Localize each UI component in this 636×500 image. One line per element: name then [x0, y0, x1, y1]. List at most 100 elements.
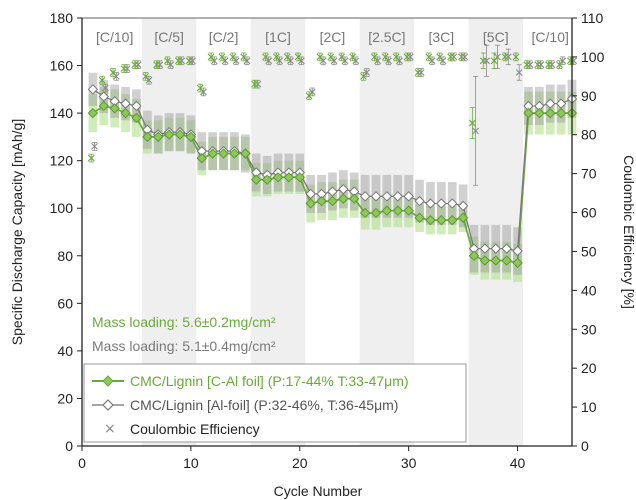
- series-point-gray-34: [457, 200, 469, 212]
- series-point-gray-39: [512, 245, 523, 257]
- series-point-gray-31: [425, 198, 436, 209]
- series-point-green-30: [414, 212, 425, 223]
- series-point-green-4: [131, 112, 142, 124]
- series-point-green-1: [98, 100, 109, 112]
- legend-swatch-ce-marker: ×: [104, 421, 116, 437]
- ce-point-green-12: [218, 53, 226, 61]
- ce-point-green-43: [556, 61, 563, 69]
- series-point-green-13: [229, 148, 240, 159]
- ce-point-green-27: [381, 53, 389, 61]
- mass-loading-green: Mass loading: 5.6±0.2mg/cm²: [92, 314, 276, 330]
- ce-point-green-0: [87, 154, 95, 162]
- series-point-gray-29: [403, 191, 414, 202]
- ce-point-green-7: [164, 57, 171, 65]
- series-point-green-22: [327, 195, 338, 207]
- ce-point-green-18: [283, 53, 291, 61]
- series-point-green-33: [447, 214, 458, 226]
- rate-label-1: [C/5]: [154, 29, 184, 45]
- legend-label-green: CMC/Lignin [C-Al foil] (P:17-44% T:33-47…: [130, 373, 409, 389]
- y2-tick-label-50: 50: [581, 243, 597, 259]
- rate-label-7: [5C]: [483, 29, 509, 45]
- rate-label-8: [C/10]: [532, 29, 569, 45]
- series-point-gray-25: [359, 191, 371, 202]
- series-point-green-10: [196, 153, 207, 164]
- series-point-green-15: [251, 174, 262, 185]
- legend-swatch-gray-marker: [102, 399, 114, 411]
- ce-point-green-39: [512, 53, 520, 61]
- mass-loading-gray: Mass loading: 5.1±0.4mg/cm²: [92, 338, 276, 354]
- rate-label-3: [1C]: [265, 29, 291, 45]
- ce-point-green-34: [458, 53, 465, 61]
- y-tick-label-140: 140: [50, 105, 74, 121]
- legend-label-gray: CMC/Lignin [Al-foil] (P:32-46%, T:36-45μ…: [130, 397, 398, 413]
- ce-point-green-23: [338, 53, 346, 61]
- series-point-green-23: [338, 193, 349, 204]
- series-point-green-18: [283, 172, 295, 183]
- y2-tick-label-20: 20: [581, 360, 597, 376]
- ce-point-green-32: [436, 53, 444, 61]
- series-point-green-29: [403, 205, 414, 216]
- series-point-green-17: [272, 172, 284, 183]
- ce-point-green-20: [305, 92, 313, 100]
- y2-tick-label-0: 0: [581, 438, 589, 454]
- y2-tick-label-70: 70: [581, 166, 597, 182]
- x-tick-label-30: 30: [401, 455, 417, 471]
- series-point-green-36: [479, 255, 491, 266]
- series-point-green-27: [381, 205, 393, 216]
- series-point-green-25: [359, 207, 371, 219]
- series-point-green-42: [545, 107, 556, 119]
- ce-point-green-13: [229, 53, 237, 61]
- series-point-green-39: [512, 257, 523, 269]
- series-point-green-3: [120, 107, 131, 119]
- series-point-green-8: [174, 129, 186, 140]
- series-point-green-43: [555, 107, 567, 119]
- ce-point-green-6: [153, 61, 160, 69]
- series-point-green-28: [392, 205, 403, 216]
- y2-tick-label-90: 90: [581, 88, 597, 104]
- y-tick-label-60: 60: [57, 295, 73, 311]
- series-point-green-11: [207, 148, 218, 159]
- series-point-green-0: [87, 107, 99, 119]
- series-point-green-20: [305, 198, 316, 209]
- ce-point-green-2: [109, 69, 117, 76]
- series-point-green-12: [218, 148, 229, 159]
- series-point-gray-0: [87, 84, 99, 95]
- series-point-gray-33: [447, 198, 458, 209]
- series-point-green-2: [109, 103, 120, 114]
- ce-point-green-11: [207, 53, 215, 61]
- ce-point-green-28: [392, 53, 400, 61]
- ce-point-green-22: [327, 53, 335, 61]
- ce-point-green-42: [545, 61, 552, 69]
- ce-point-green-3: [120, 65, 128, 72]
- ce-point-green-29: [403, 53, 411, 61]
- rate-label-0: [C/10]: [96, 29, 133, 45]
- ce-point-gray-1: [102, 84, 109, 92]
- series-point-green-41: [534, 107, 545, 119]
- series-point-gray-4: [131, 100, 142, 112]
- series-point-green-35: [468, 250, 480, 261]
- y2-tick-label-30: 30: [581, 321, 597, 337]
- series-point-gray-26: [370, 191, 382, 202]
- y-tick-label-20: 20: [57, 390, 73, 406]
- series-point-green-38: [501, 255, 512, 266]
- ce-point-green-14: [240, 53, 248, 61]
- rate-label-4: [2C]: [320, 29, 346, 45]
- ce-point-green-25: [360, 72, 367, 80]
- ce-point-green-38: [501, 53, 509, 61]
- series-point-green-6: [153, 131, 164, 143]
- series-point-green-32: [436, 214, 447, 226]
- ce-point-gray-0: [91, 143, 98, 150]
- rate-section-band-7: [468, 18, 523, 446]
- y2-tick-label-10: 10: [581, 399, 597, 415]
- series-point-gray-30: [414, 195, 425, 207]
- y2-axis-title: Coulombic Efficiency [%]: [621, 155, 636, 309]
- y2-tick-label-40: 40: [581, 282, 597, 298]
- series-point-green-31: [425, 214, 436, 226]
- ce-point-green-40: [523, 61, 531, 69]
- ce-point-gray-35: [472, 127, 480, 135]
- y-tick-label-80: 80: [57, 248, 73, 264]
- y2-tick-label-110: 110: [581, 10, 604, 26]
- y-axis-title: Specific Discharge Capacity [mAh/g]: [9, 119, 25, 345]
- series-point-gray-36: [479, 243, 491, 254]
